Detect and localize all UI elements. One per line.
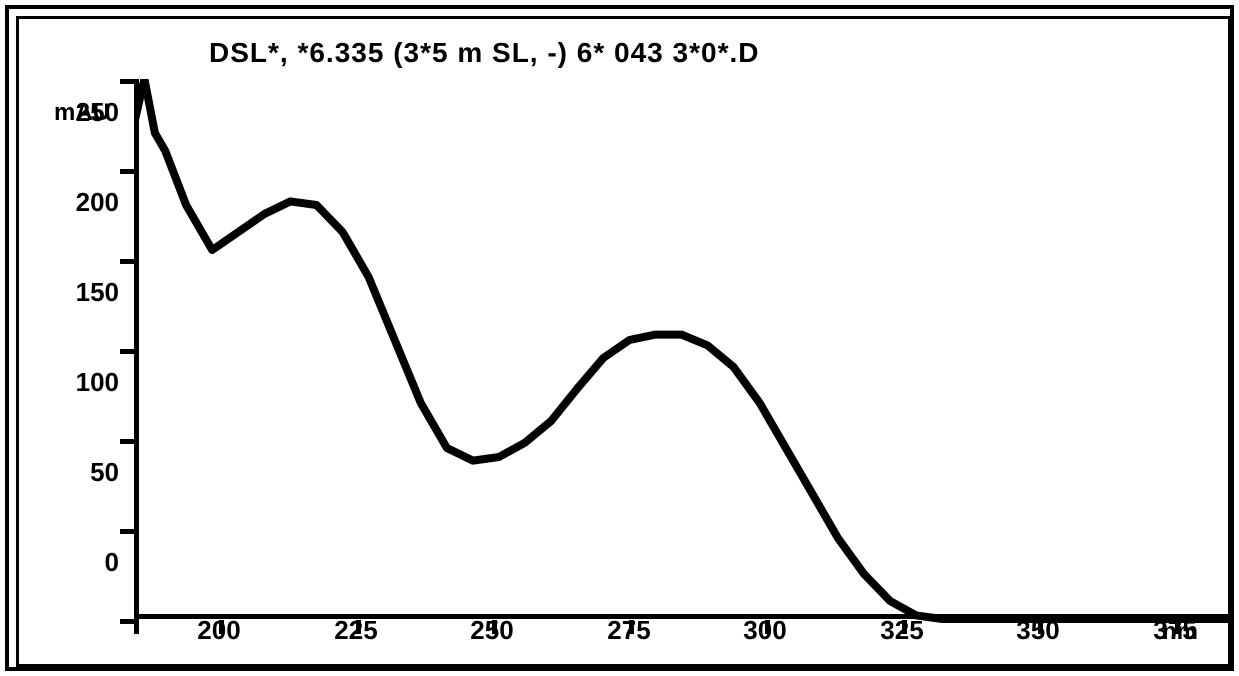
x-axis-unit-label: nm <box>1162 618 1198 646</box>
plot-area <box>134 79 1229 634</box>
inner-frame: DSL*, *6.335 (3*5 m SL, -) 6* 043 3*0*.D… <box>16 16 1231 667</box>
x-tick-label: 250 <box>470 615 513 646</box>
y-tick-mark <box>120 619 134 624</box>
x-tick-label: 225 <box>334 615 377 646</box>
spectrum-line <box>134 79 1229 634</box>
chart-title: DSL*, *6.335 (3*5 m SL, -) 6* 043 3*0*.D <box>209 37 759 69</box>
y-tick-label: 250 <box>59 97 119 128</box>
y-tick-mark <box>120 79 134 84</box>
x-tick-label: 300 <box>743 615 786 646</box>
x-tick-label: 275 <box>607 615 650 646</box>
y-tick-mark <box>120 349 134 354</box>
y-tick-mark <box>120 169 134 174</box>
y-tick-mark <box>120 259 134 264</box>
y-tick-label: 50 <box>59 457 119 488</box>
y-tick-mark <box>120 529 134 534</box>
y-tick-label: 150 <box>59 277 119 308</box>
outer-frame: DSL*, *6.335 (3*5 m SL, -) 6* 043 3*0*.D… <box>5 5 1234 671</box>
y-tick-mark <box>120 439 134 444</box>
x-tick-label: 325 <box>880 615 923 646</box>
x-tick-label: 200 <box>197 615 240 646</box>
y-tick-label: 0 <box>59 547 119 578</box>
y-tick-label: 200 <box>59 187 119 218</box>
y-tick-label: 100 <box>59 367 119 398</box>
x-tick-label: 350 <box>1016 615 1059 646</box>
